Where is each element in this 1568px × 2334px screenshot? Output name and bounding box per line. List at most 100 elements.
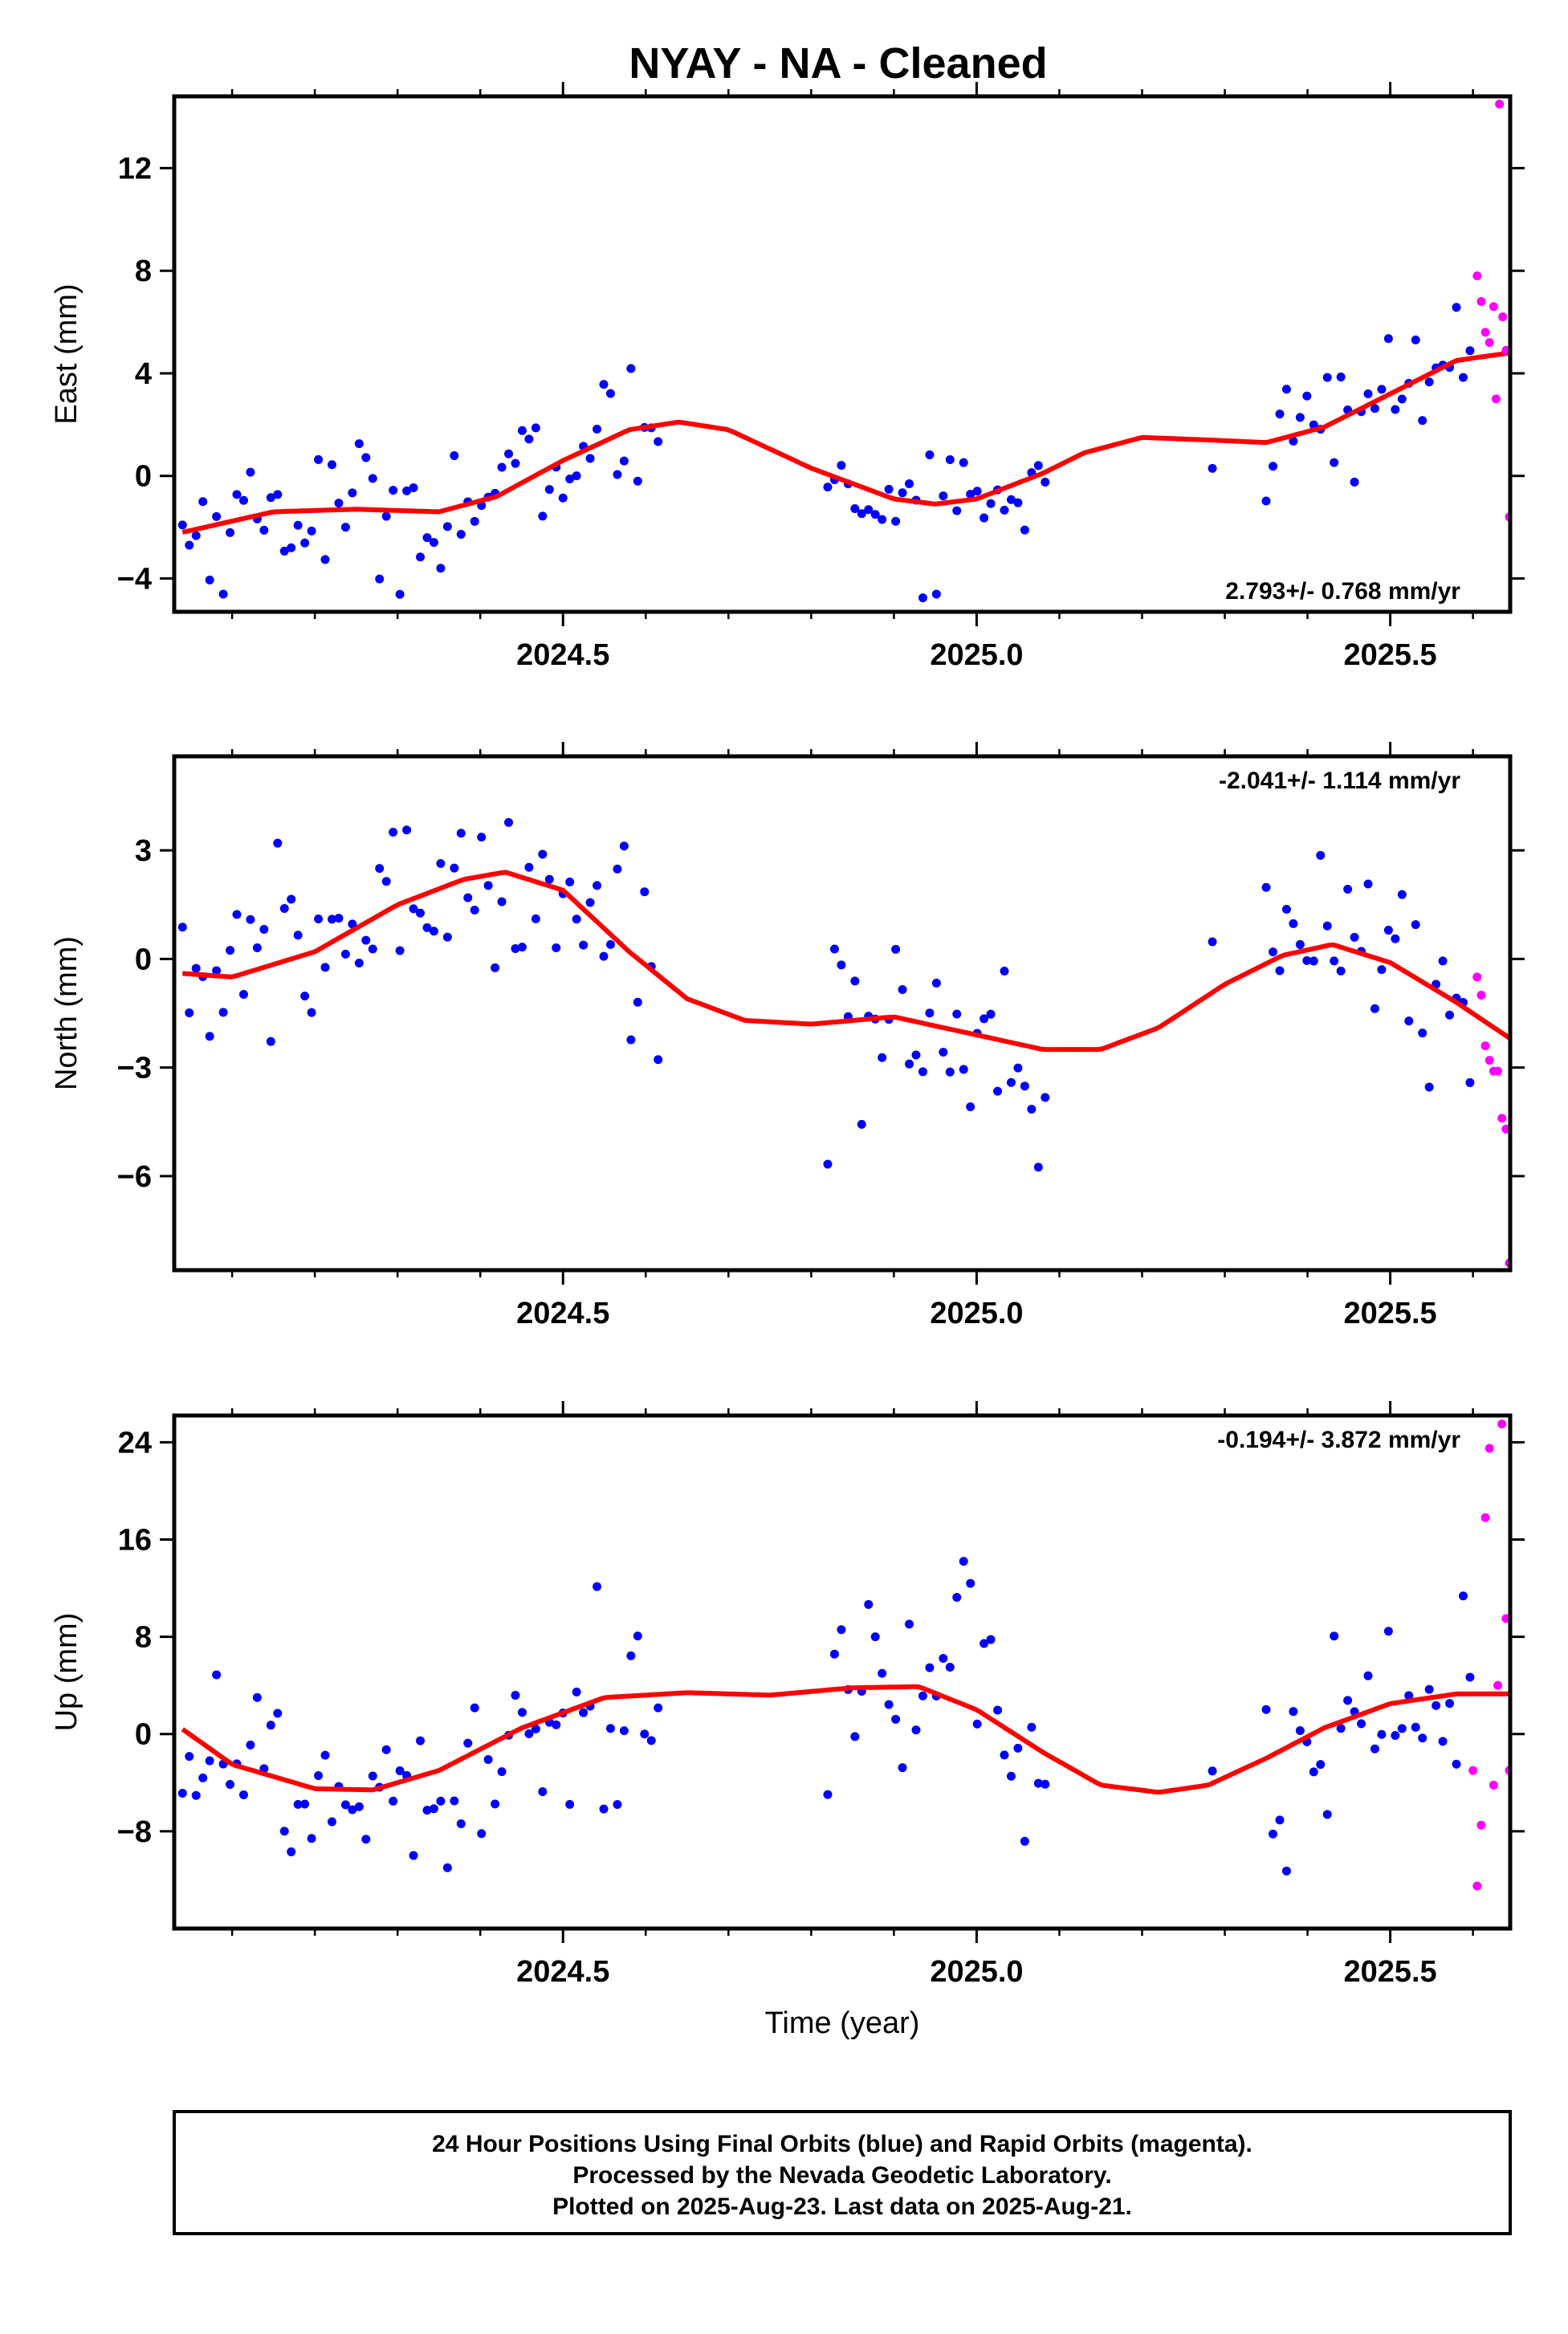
up-xlabel: Time (year) <box>765 2006 920 2040</box>
north-final-point <box>1208 937 1217 947</box>
east-final-point <box>626 364 636 373</box>
north-final-point <box>1363 879 1373 889</box>
north-final-point <box>402 825 412 835</box>
north-final-point <box>1391 934 1400 943</box>
east-final-point <box>259 525 269 535</box>
east-final-point <box>442 522 452 532</box>
east-final-point <box>436 564 446 573</box>
up-rapid-point <box>1480 1513 1490 1522</box>
east-final-point <box>1350 477 1359 487</box>
east-final-point <box>878 515 887 524</box>
up-final-point <box>925 1663 935 1672</box>
north-final-point <box>599 951 609 961</box>
up-xtick-label: 2025.5 <box>1343 1955 1436 1989</box>
north-final-point <box>1404 1016 1414 1026</box>
east-final-point <box>287 543 296 552</box>
up-final-point <box>246 1740 255 1749</box>
north-final-point <box>238 990 248 1000</box>
up-final-point <box>1458 1591 1468 1601</box>
up-final-point <box>599 1804 609 1814</box>
up-final-point <box>619 1726 629 1736</box>
east-final-point <box>1208 463 1217 473</box>
east-final-point <box>389 486 398 495</box>
north-final-point <box>185 1008 194 1017</box>
north-panel: 2024.5 2025.0 2025.5 −6 −3 0 3 North (mm) -2.041… <box>50 742 1525 1330</box>
east-xtick-label: 2025.0 <box>930 638 1023 672</box>
north-ytick-label: −6 <box>117 1160 152 1194</box>
east-final-point <box>307 526 316 536</box>
north-final-point <box>429 927 438 936</box>
east-final-point <box>361 453 371 462</box>
east-final-point <box>1330 458 1339 467</box>
east-final-point <box>1391 405 1400 414</box>
north-final-point <box>939 1048 948 1057</box>
up-final-point <box>918 1691 927 1701</box>
north-final-point <box>524 862 534 872</box>
up-ytick-label: 24 <box>118 1426 152 1460</box>
north-final-point <box>837 960 846 970</box>
up-final-point <box>1006 1771 1016 1781</box>
north-final-point <box>314 914 324 923</box>
up-final-point <box>395 1766 405 1776</box>
up-final-point <box>491 1799 500 1809</box>
north-final-point <box>823 1159 833 1169</box>
up-final-point <box>327 1817 336 1827</box>
up-final-point <box>266 1721 275 1730</box>
east-final-point <box>864 505 874 515</box>
up-final-point <box>422 1806 432 1815</box>
east-final-point <box>544 485 554 495</box>
up-final-point <box>1404 1691 1414 1701</box>
up-final-point <box>952 1593 962 1603</box>
north-final-point <box>829 944 839 954</box>
east-final-point <box>599 380 609 389</box>
north-final-point <box>327 914 336 924</box>
up-final-point <box>1275 1815 1285 1825</box>
north-final-point <box>1397 890 1407 899</box>
north-final-point <box>613 864 622 874</box>
up-final-point <box>354 1802 364 1811</box>
up-ytick-label: 16 <box>118 1523 152 1557</box>
up-final-point <box>450 1796 459 1806</box>
east-xtick-label: 2025.5 <box>1343 638 1436 672</box>
up-final-point <box>531 1724 540 1733</box>
east-final-point <box>246 467 255 477</box>
east-final-point <box>504 449 514 458</box>
east-final-point <box>870 510 880 519</box>
up-final-point <box>966 1578 975 1588</box>
east-final-point <box>368 474 377 483</box>
up-final-point <box>1438 1737 1448 1746</box>
east-rapid-point <box>1498 312 1508 322</box>
north-final-point <box>986 1009 996 1019</box>
north-final-point <box>1013 1063 1023 1073</box>
east-final-point <box>205 575 214 585</box>
east-final-point <box>1458 373 1468 382</box>
up-ytick-label: 0 <box>135 1718 152 1752</box>
up-final-point <box>185 1752 194 1762</box>
up-final-point <box>633 1631 642 1641</box>
north-final-point <box>334 914 344 923</box>
east-final-point <box>266 493 275 503</box>
north-final-point <box>246 914 255 924</box>
north-final-point <box>456 829 466 838</box>
up-final-point <box>626 1651 636 1660</box>
up-final-point <box>1357 1719 1366 1729</box>
up-frame <box>172 1413 1513 1931</box>
up-final-point <box>1269 1829 1278 1839</box>
east-final-point <box>456 530 466 540</box>
east-final-point <box>1452 303 1461 312</box>
up-final-point <box>605 1724 615 1733</box>
east-final-point <box>572 471 581 481</box>
north-final-point <box>491 963 500 972</box>
up-final-point <box>191 1790 201 1800</box>
up-final-point <box>287 1847 296 1856</box>
east-rapid-point <box>1501 345 1510 355</box>
east-final-point <box>918 593 927 603</box>
up-final-point <box>477 1829 487 1839</box>
east-final-point <box>613 470 622 479</box>
up-final-point <box>654 1703 663 1713</box>
east-final-point <box>497 462 507 472</box>
north-ylabel: North (mm) <box>50 936 83 1090</box>
east-ytick-label: 0 <box>135 460 152 494</box>
east-final-point <box>381 511 391 521</box>
north-final-point <box>898 984 907 994</box>
